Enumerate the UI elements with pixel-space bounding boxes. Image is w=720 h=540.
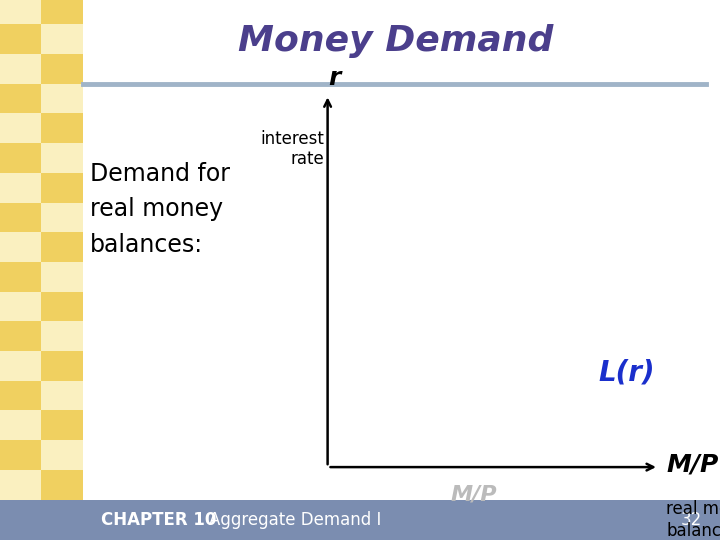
- Text: M/P: M/P: [450, 484, 497, 504]
- Bar: [0, 292, 42, 321]
- Bar: [0, 54, 42, 84]
- Bar: [42, 381, 83, 410]
- Bar: [42, 54, 83, 84]
- Bar: [42, 0, 83, 24]
- Bar: [42, 262, 83, 292]
- Bar: [0, 351, 42, 381]
- Bar: [42, 232, 83, 262]
- Bar: [0, 113, 42, 143]
- Bar: [0, 470, 42, 500]
- Text: CHAPTER 10: CHAPTER 10: [101, 511, 216, 529]
- Bar: [0, 202, 42, 232]
- Text: real money
balances: real money balances: [666, 500, 720, 539]
- Bar: [42, 84, 83, 113]
- Bar: [0, 381, 42, 410]
- Bar: [42, 24, 83, 54]
- Bar: [42, 202, 83, 232]
- Text: Demand for
real money
balances:: Demand for real money balances:: [90, 162, 230, 257]
- Bar: [42, 321, 83, 351]
- Text: Aggregate Demand I: Aggregate Demand I: [209, 511, 381, 529]
- Bar: [0, 440, 42, 470]
- Bar: [42, 351, 83, 381]
- Bar: [42, 470, 83, 500]
- Bar: [0, 24, 42, 54]
- Bar: [42, 410, 83, 440]
- Text: 32: 32: [680, 511, 702, 529]
- Text: M/P: M/P: [666, 453, 719, 476]
- Bar: [42, 440, 83, 470]
- Bar: [83, 0, 720, 500]
- Text: interest
rate: interest rate: [260, 130, 324, 168]
- Text: Money Demand: Money Demand: [238, 24, 554, 57]
- Bar: [0, 321, 42, 351]
- Bar: [42, 292, 83, 321]
- Bar: [0, 173, 42, 202]
- Bar: [0, 0, 42, 24]
- Text: L(r): L(r): [599, 359, 655, 387]
- Bar: [0, 500, 720, 540]
- Bar: [42, 113, 83, 143]
- Bar: [0, 143, 42, 173]
- Bar: [0, 232, 42, 262]
- Text: r: r: [328, 66, 341, 90]
- Bar: [42, 173, 83, 202]
- Bar: [0, 262, 42, 292]
- Bar: [42, 143, 83, 173]
- Bar: [0, 84, 42, 113]
- Bar: [0, 410, 42, 440]
